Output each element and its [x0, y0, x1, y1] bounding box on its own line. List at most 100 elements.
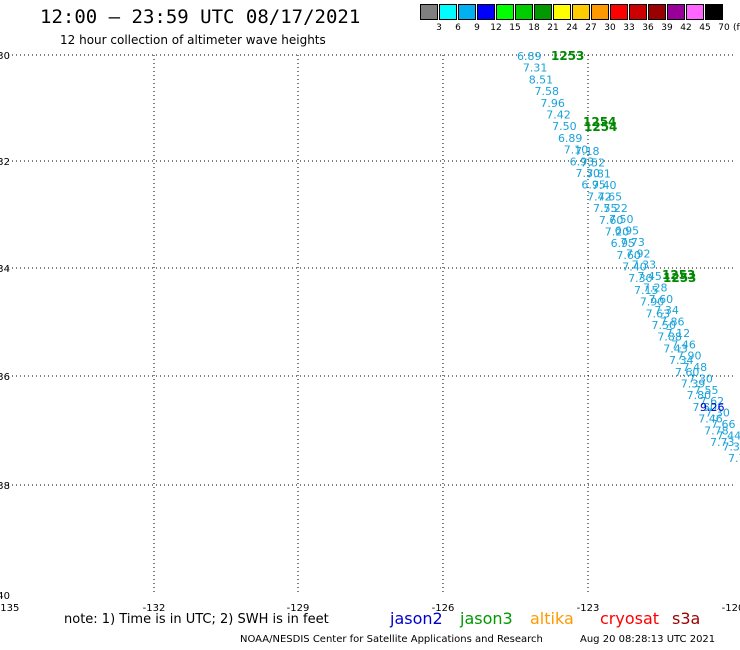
legend-label: 3	[436, 23, 442, 33]
legend-swatch	[686, 4, 704, 20]
legend-label: 9	[474, 23, 480, 33]
track-label-east: 7.38	[722, 441, 740, 454]
satellite-jason3: jason3	[460, 609, 513, 628]
track-label-west: 7.43	[663, 342, 688, 355]
track-label-west: 7.73	[710, 436, 735, 449]
lat-label: -36	[0, 372, 10, 383]
legend-swatch	[515, 4, 533, 20]
lat-label: -32	[0, 157, 10, 168]
legend-label: 12	[490, 23, 502, 33]
track-label-east: 7.86	[660, 316, 685, 329]
generated-timestamp: Aug 20 08:28:13 UTC 2021	[580, 634, 716, 645]
track-label-east: 7.66	[711, 418, 736, 431]
pass-time-label: 1253	[663, 271, 696, 285]
legend-swatch	[572, 4, 590, 20]
track-label-west: 6.89	[558, 132, 583, 145]
map-subtitle: 12 hour collection of altimeter wave hei…	[60, 33, 326, 47]
pass-time-label: 1254	[583, 115, 616, 129]
legend-label: 6	[455, 23, 461, 33]
lon-label: -123	[577, 603, 600, 614]
track-label-west: 7.39	[681, 378, 706, 391]
legend-label: 18	[528, 23, 540, 33]
lon-label: -129	[287, 603, 310, 614]
track-label-east: 7.92	[626, 247, 651, 260]
track-label-east: 7.50	[609, 213, 634, 226]
legend-swatch	[667, 4, 685, 20]
track-label-east: 7.30	[705, 407, 730, 420]
track-label-west: 7.80	[687, 389, 712, 402]
track-label-east: 7.45	[637, 270, 662, 283]
legend-label: 15	[509, 23, 521, 33]
legend-label: 45	[699, 23, 711, 33]
track-label-west: 7.30	[575, 167, 600, 180]
lat-label: -40	[0, 591, 10, 602]
pass-time-label: 1254	[584, 120, 617, 134]
track-label-west: 7.46	[698, 413, 723, 426]
track-label-east: 7.81	[586, 168, 611, 181]
track-label-east: 7.65	[598, 190, 623, 203]
track-label-west: 7.50	[652, 319, 677, 332]
legend-label: 36	[642, 23, 654, 33]
track-label-west: 7.30	[628, 272, 653, 285]
track-label-west: 7.42	[587, 190, 612, 203]
lat-label: -30	[0, 51, 10, 62]
track-label-east: 7.70	[728, 452, 740, 465]
track-label-west: 7.55	[593, 202, 618, 215]
track-label-east: 7.40	[592, 179, 617, 192]
legend-unit: (ft)	[733, 23, 740, 33]
legend-label: 70	[718, 23, 730, 33]
track-label-east: 7.62	[700, 395, 725, 408]
legend-swatch	[591, 4, 609, 20]
lat-label: -34	[0, 264, 10, 275]
legend-swatch	[648, 4, 666, 20]
track-label-east: 7.18	[575, 145, 600, 158]
satellite-jason2: jason2	[390, 609, 443, 628]
credit-line: NOAA/NESDIS Center for Satellite Applica…	[240, 634, 543, 645]
track-label-west: 7.15	[634, 284, 659, 297]
satellite-altika: altika	[530, 609, 574, 628]
track-label-west: 7.60	[675, 366, 700, 379]
track-label-west: 7.60	[616, 249, 641, 262]
legend-label: 24	[566, 23, 578, 33]
lat-label: -38	[0, 481, 10, 492]
satellite-cryosat: cryosat	[600, 609, 660, 628]
track-label-east: 7.52	[581, 156, 606, 169]
track-label-west: 7.34	[669, 354, 694, 367]
lon-label: -120	[722, 603, 740, 614]
map-title: 12:00 — 23:59 UTC 08/17/2021	[40, 6, 361, 28]
legend-swatch	[477, 4, 495, 20]
pass-time-label: 1253	[551, 49, 584, 63]
track-label-west: 7.58	[535, 85, 560, 98]
legend-label: 27	[585, 23, 597, 33]
track-label-east: 7.55	[694, 384, 719, 397]
track-label-east: 7.48	[683, 361, 708, 374]
track-label-east: 6.95	[615, 225, 640, 238]
track-label-east: 7.44	[717, 429, 740, 442]
legend-swatch	[553, 4, 571, 20]
track-label-west: 6.93	[570, 155, 595, 168]
legend-swatch	[534, 4, 552, 20]
lon-label: -135	[0, 603, 19, 614]
track-label-west: 7.90	[640, 296, 665, 309]
track-label-east: 7.12	[666, 327, 691, 340]
highlight-wave-label: 9.26	[700, 401, 725, 414]
legend-swatch	[610, 4, 628, 20]
legend-swatch	[496, 4, 514, 20]
footer-note: note: 1) Time is in UTC; 2) SWH is in fe…	[64, 612, 329, 627]
track-label-east: 7.46	[671, 338, 696, 351]
track-label-east: 7.28	[643, 281, 668, 294]
legend-label: 33	[623, 23, 635, 33]
track-label-west: 8.51	[529, 73, 554, 86]
track-label-west: 7.31	[523, 62, 548, 75]
track-label-east: 7.34	[654, 304, 679, 317]
legend-label: 21	[547, 23, 559, 33]
legend-label: 42	[680, 23, 692, 33]
satellite-s3a: s3a	[672, 609, 701, 628]
track-label-west: 7.88	[657, 331, 682, 344]
track-label-east: 7.73	[620, 236, 645, 249]
track-label-west: 7.50	[692, 401, 717, 414]
track-label-west: 7.96	[540, 97, 565, 110]
lon-label: -132	[143, 603, 166, 614]
legend-label: 30	[604, 23, 616, 33]
legend-swatch	[705, 4, 723, 20]
